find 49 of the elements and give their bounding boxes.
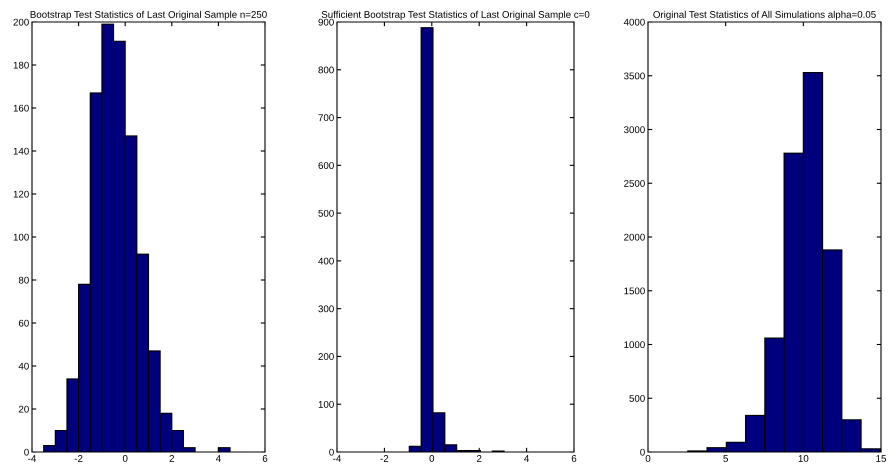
y-tick-label: 3500 — [624, 72, 645, 80]
y-tick-label: 700 — [318, 114, 334, 122]
y-tick-label: 4000 — [624, 18, 645, 26]
x-tick-label: -2 — [74, 455, 82, 462]
x-tick-label: 2 — [476, 455, 482, 462]
x-tick-label: 0 — [646, 455, 650, 462]
x-tick-label: 0 — [429, 455, 434, 462]
y-tick-label: 2500 — [624, 180, 645, 187]
y-tick-label: 500 — [318, 210, 334, 217]
chart-title: Original Test Statistics of All Simulations alpha=0.05 — [653, 10, 876, 20]
y-tick-label: 200 — [13, 18, 29, 26]
y-tick-label: 500 — [629, 394, 645, 402]
y-tick-label: 180 — [14, 62, 29, 69]
x-tick-label: 4 — [216, 455, 221, 462]
y-tick-label: 20 — [18, 406, 29, 413]
x-tick-label: 0 — [122, 455, 128, 462]
x-tick-label: -4 — [333, 455, 342, 462]
y-tick-label: 60 — [18, 320, 29, 327]
x-tick-label: 5 — [723, 455, 728, 462]
y-tick-label: 1000 — [624, 341, 645, 348]
x-tick-label: 15 — [876, 455, 886, 462]
y-tick-label: 160 — [14, 104, 29, 112]
y-tick-label: 0 — [329, 448, 334, 456]
y-tick-label: 100 — [14, 234, 29, 241]
x-tick-label: 6 — [572, 455, 576, 462]
y-tick-label: 120 — [14, 190, 29, 198]
x-tick-label: 2 — [170, 455, 174, 462]
y-tick-label: 140 — [14, 148, 29, 155]
x-tick-label: 4 — [524, 455, 530, 462]
y-tick-label: 300 — [318, 305, 334, 312]
y-tick-label: 3000 — [624, 126, 645, 134]
chart-title: Bootstrap Test Statistics of Last Original Sample n=250 — [30, 10, 267, 20]
y-tick-label: 900 — [318, 18, 334, 26]
x-tick-label: 10 — [798, 455, 808, 462]
y-tick-label: 100 — [318, 400, 334, 408]
y-tick-label: 40 — [18, 362, 29, 370]
y-tick-label: 0 — [24, 448, 29, 456]
y-tick-label: 800 — [318, 66, 334, 74]
y-tick-label: 80 — [18, 276, 29, 284]
y-tick-label: 400 — [318, 258, 334, 265]
x-tick-label: -4 — [28, 455, 36, 462]
y-tick-label: 0 — [640, 448, 645, 456]
x-tick-label: 6 — [262, 455, 268, 462]
x-tick-label: -2 — [380, 455, 388, 462]
y-tick-label: 1500 — [624, 287, 645, 294]
y-tick-label: 600 — [318, 162, 334, 169]
y-tick-label: 2000 — [624, 234, 645, 241]
y-tick-label: 200 — [318, 353, 334, 360]
chart-title: Sufficient Bootstrap Test Statistics of Last Original Sample c=0 — [322, 10, 590, 20]
